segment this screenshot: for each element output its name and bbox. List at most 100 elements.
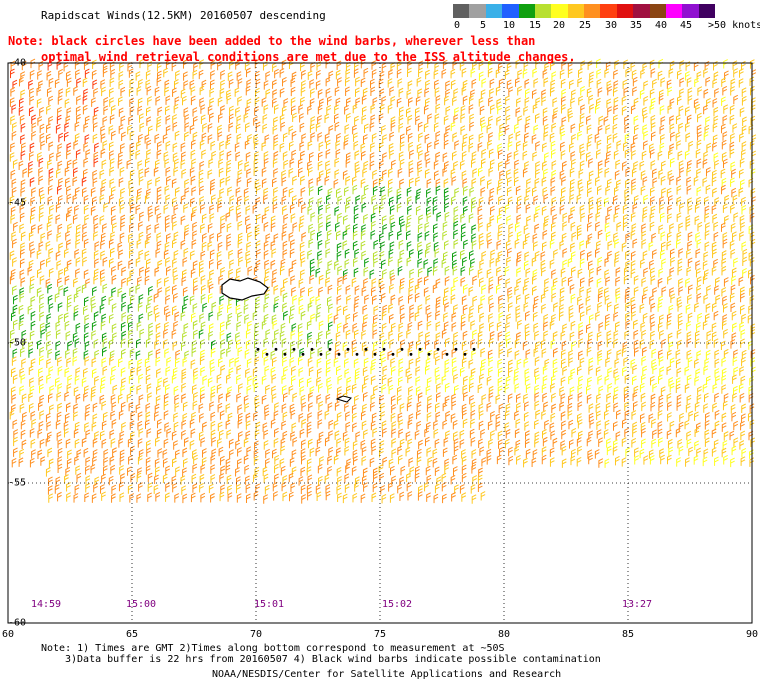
wind-barb xyxy=(301,232,307,242)
wind-barb xyxy=(669,115,675,125)
wind-barb xyxy=(388,313,394,324)
wind-barb xyxy=(729,141,735,152)
wind-barb xyxy=(28,341,33,351)
wind-barb xyxy=(666,240,672,251)
wind-barb xyxy=(157,106,163,117)
wind-barb xyxy=(246,67,251,78)
wind-barb xyxy=(272,97,277,108)
wind-barb xyxy=(11,311,16,321)
wind-barb xyxy=(686,266,692,276)
wind-barb xyxy=(10,367,16,378)
wind-barb xyxy=(211,301,217,312)
wind-barb xyxy=(57,456,63,466)
wind-barb xyxy=(505,105,510,116)
wind-barb xyxy=(18,106,24,116)
wind-barb xyxy=(696,71,702,81)
wind-barb xyxy=(434,483,440,494)
wind-barb xyxy=(54,78,60,88)
wind-barb xyxy=(199,139,205,150)
wind-barb xyxy=(424,248,430,258)
wind-barb xyxy=(613,386,619,396)
wind-barb xyxy=(337,276,343,287)
wind-barb xyxy=(461,449,466,459)
wind-barb xyxy=(721,77,726,87)
wind-barb xyxy=(172,87,177,97)
wind-barb xyxy=(525,187,531,197)
wind-barb xyxy=(721,447,727,458)
wind-barb xyxy=(596,240,601,250)
wind-barb xyxy=(732,356,738,366)
wind-barb xyxy=(733,437,739,447)
wind-barb xyxy=(489,302,494,313)
wind-barb xyxy=(74,421,80,432)
wind-barb xyxy=(190,492,196,503)
wind-barb xyxy=(226,240,232,251)
wind-barb xyxy=(498,348,504,359)
wind-barb xyxy=(153,304,159,315)
wind-barb xyxy=(389,214,395,225)
wind-barb xyxy=(210,464,216,474)
wind-barb xyxy=(667,213,672,223)
wind-barb xyxy=(523,106,529,116)
wind-barb xyxy=(12,348,18,358)
wind-barb xyxy=(120,367,126,377)
wind-barb xyxy=(110,231,116,241)
wind-barb xyxy=(596,204,602,214)
wind-barb xyxy=(541,96,547,106)
wind-barb xyxy=(714,392,719,403)
wind-barb xyxy=(229,259,234,269)
wind-barb xyxy=(47,348,53,359)
wind-barb xyxy=(695,260,701,270)
wind-barb xyxy=(243,187,249,198)
wind-barb xyxy=(317,160,323,171)
wind-barb xyxy=(324,436,330,447)
wind-barb xyxy=(685,122,690,132)
wind-barb xyxy=(641,329,647,340)
wind-barb xyxy=(301,494,306,504)
wind-barb xyxy=(696,293,702,303)
wind-barb xyxy=(109,455,115,466)
wind-barb xyxy=(732,123,738,133)
wind-barb xyxy=(136,472,142,483)
wind-barb xyxy=(210,454,216,465)
wind-barb xyxy=(441,375,447,385)
wind-barb xyxy=(83,350,89,360)
wind-barb xyxy=(191,312,196,323)
wind-barb xyxy=(666,393,672,403)
wind-barb xyxy=(137,420,143,431)
wind-barb xyxy=(67,223,72,233)
wind-barb xyxy=(137,467,142,477)
wind-barb xyxy=(633,115,639,125)
wind-barb xyxy=(57,447,63,458)
wind-barb xyxy=(370,86,376,97)
wind-barb xyxy=(721,96,726,106)
wind-barb xyxy=(93,482,98,493)
wind-barb xyxy=(337,374,343,385)
wind-barb xyxy=(407,373,412,384)
wind-barb xyxy=(172,197,177,207)
wind-barb xyxy=(247,375,252,385)
wind-barb xyxy=(657,421,663,431)
longitude-label: 80 xyxy=(497,629,511,640)
wind-barb xyxy=(84,134,90,144)
wind-barb xyxy=(40,328,46,339)
wind-barb xyxy=(460,320,466,331)
wind-barb xyxy=(10,268,16,279)
wind-barb xyxy=(255,483,260,493)
wind-barb xyxy=(165,492,170,502)
wind-barb xyxy=(198,267,204,277)
wind-barb xyxy=(256,248,261,259)
wind-barb xyxy=(703,294,709,304)
wind-barb xyxy=(624,195,630,205)
wind-barb xyxy=(586,141,592,151)
wind-barb xyxy=(261,167,267,177)
wind-barb xyxy=(711,176,717,187)
wind-barb xyxy=(559,240,565,250)
contamination-dot xyxy=(337,352,341,356)
wind-barb xyxy=(200,223,205,234)
wind-barb xyxy=(642,312,648,323)
wind-barb xyxy=(345,86,350,96)
wind-barb xyxy=(298,330,303,341)
wind-barb xyxy=(543,313,549,324)
wind-barb xyxy=(325,484,331,494)
